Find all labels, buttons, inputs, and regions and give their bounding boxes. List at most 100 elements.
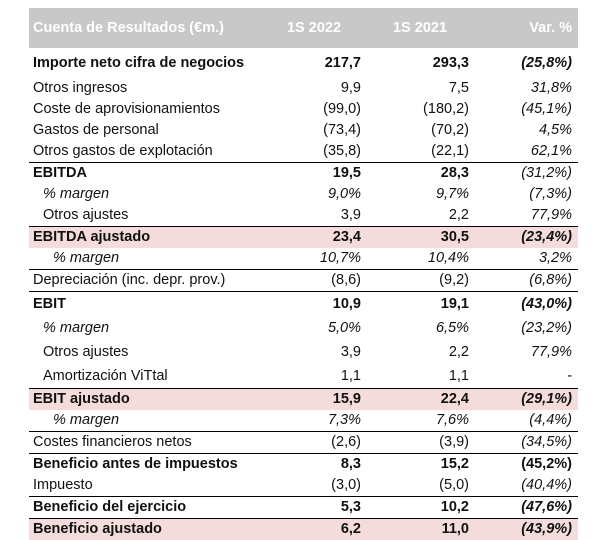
- row-var: (29,1%): [475, 389, 578, 411]
- row-var: (43,0%): [475, 292, 578, 317]
- header-col-1s-2021: 1S 2021: [367, 8, 475, 48]
- row-label: Beneficio del ejercicio: [29, 497, 263, 519]
- table-row-highlight: EBITDA ajustado 23,4 30,5 (23,4%): [29, 227, 578, 249]
- income-statement-table: Cuenta de Resultados (€m.) 1S 2022 1S 20…: [29, 8, 578, 540]
- row-value-2022: 3,9: [263, 340, 367, 364]
- row-value-2022: 1,1: [263, 364, 367, 389]
- row-value-2022: (8,6): [263, 270, 367, 292]
- row-value-2021: 19,1: [367, 292, 475, 317]
- table-row: % margen 5,0% 6,5% (23,2%): [29, 316, 578, 340]
- table-row: Importe neto cifra de negocios 217,7 293…: [29, 48, 578, 78]
- row-value-2021: 2,2: [367, 205, 475, 227]
- row-value-2021: (70,2): [367, 120, 475, 141]
- table-row-highlight: Beneficio ajustado 6,2 11,0 (43,9%): [29, 519, 578, 540]
- row-value-2022: (73,4): [263, 120, 367, 141]
- row-label: % margen: [29, 248, 263, 270]
- row-label: EBITDA ajustado: [29, 227, 263, 249]
- table-row: Costes financieros netos (2,6) (3,9) (34…: [29, 432, 578, 454]
- row-label: Otros ingresos: [29, 78, 263, 99]
- row-value-2022: 7,3%: [263, 410, 367, 432]
- table-row: Otros ajustes 3,9 2,2 77,9%: [29, 340, 578, 364]
- row-value-2021: 7,5: [367, 78, 475, 99]
- row-var: 77,9%: [475, 340, 578, 364]
- table-row: Beneficio antes de impuestos 8,3 15,2 (4…: [29, 454, 578, 476]
- row-var: (25,8%): [475, 48, 578, 78]
- table-row: Amortización ViTtal 1,1 1,1 -: [29, 364, 578, 389]
- row-value-2022: 3,9: [263, 205, 367, 227]
- row-label: EBITDA: [29, 163, 263, 185]
- row-value-2021: 293,3: [367, 48, 475, 78]
- row-value-2022: 8,3: [263, 454, 367, 476]
- row-value-2022: 6,2: [263, 519, 367, 540]
- row-value-2021: 9,7%: [367, 184, 475, 205]
- row-var: (31,2%): [475, 163, 578, 185]
- row-value-2022: 9,0%: [263, 184, 367, 205]
- row-value-2021: 11,0: [367, 519, 475, 540]
- row-label: % margen: [29, 184, 263, 205]
- row-label: Amortización ViTtal: [29, 364, 263, 389]
- row-var: (47,6%): [475, 497, 578, 519]
- row-var: (34,5%): [475, 432, 578, 454]
- row-label: Gastos de personal: [29, 120, 263, 141]
- row-value-2022: 10,9: [263, 292, 367, 317]
- row-var: 31,8%: [475, 78, 578, 99]
- table-row: Otros gastos de explotación (35,8) (22,1…: [29, 141, 578, 163]
- table-row: EBIT 10,9 19,1 (43,0%): [29, 292, 578, 317]
- table-header-row: Cuenta de Resultados (€m.) 1S 2022 1S 20…: [29, 8, 578, 48]
- row-value-2021: (5,0): [367, 475, 475, 497]
- row-var: 77,9%: [475, 205, 578, 227]
- row-label: Impuesto: [29, 475, 263, 497]
- row-value-2022: (2,6): [263, 432, 367, 454]
- row-label: EBIT ajustado: [29, 389, 263, 411]
- row-var: (6,8%): [475, 270, 578, 292]
- row-value-2022: (35,8): [263, 141, 367, 163]
- row-var: (23,4%): [475, 227, 578, 249]
- row-value-2022: 15,9: [263, 389, 367, 411]
- table-row: Gastos de personal (73,4) (70,2) 4,5%: [29, 120, 578, 141]
- row-value-2021: (22,1): [367, 141, 475, 163]
- row-value-2022: 23,4: [263, 227, 367, 249]
- row-label: % margen: [29, 410, 263, 432]
- row-var: -: [475, 364, 578, 389]
- row-value-2021: 28,3: [367, 163, 475, 185]
- row-value-2021: 2,2: [367, 340, 475, 364]
- row-value-2021: 10,4%: [367, 248, 475, 270]
- row-value-2021: 1,1: [367, 364, 475, 389]
- table-row: Depreciación (inc. depr. prov.) (8,6) (9…: [29, 270, 578, 292]
- row-var: (7,3%): [475, 184, 578, 205]
- row-value-2022: 217,7: [263, 48, 367, 78]
- row-value-2021: 30,5: [367, 227, 475, 249]
- row-label: Beneficio antes de impuestos: [29, 454, 263, 476]
- row-value-2021: 10,2: [367, 497, 475, 519]
- row-label: Otros gastos de explotación: [29, 141, 263, 163]
- row-value-2021: 7,6%: [367, 410, 475, 432]
- table-row: % margen 7,3% 7,6% (4,4%): [29, 410, 578, 432]
- row-var: 4,5%: [475, 120, 578, 141]
- row-value-2022: 19,5: [263, 163, 367, 185]
- row-value-2022: (99,0): [263, 99, 367, 120]
- row-value-2021: 6,5%: [367, 316, 475, 340]
- row-label: Otros ajustes: [29, 340, 263, 364]
- row-value-2022: 9,9: [263, 78, 367, 99]
- table-row: % margen 9,0% 9,7% (7,3%): [29, 184, 578, 205]
- table-row: Beneficio del ejercicio 5,3 10,2 (47,6%): [29, 497, 578, 519]
- row-var: 3,2%: [475, 248, 578, 270]
- row-label: EBIT: [29, 292, 263, 317]
- row-label: Beneficio ajustado: [29, 519, 263, 540]
- row-var: (40,4%): [475, 475, 578, 497]
- table-row: Otros ingresos 9,9 7,5 31,8%: [29, 78, 578, 99]
- table-row: Coste de aprovisionamientos (99,0) (180,…: [29, 99, 578, 120]
- table-row: % margen 10,7% 10,4% 3,2%: [29, 248, 578, 270]
- table-row: Otros ajustes 3,9 2,2 77,9%: [29, 205, 578, 227]
- row-label: Coste de aprovisionamientos: [29, 99, 263, 120]
- row-var: (45,2%): [475, 454, 578, 476]
- row-label: Costes financieros netos: [29, 432, 263, 454]
- row-label: % margen: [29, 316, 263, 340]
- row-var: 62,1%: [475, 141, 578, 163]
- row-var: (43,9%): [475, 519, 578, 540]
- row-value-2021: (9,2): [367, 270, 475, 292]
- row-var: (4,4%): [475, 410, 578, 432]
- header-col-var: Var. %: [475, 8, 578, 48]
- row-var: (45,1%): [475, 99, 578, 120]
- row-var: (23,2%): [475, 316, 578, 340]
